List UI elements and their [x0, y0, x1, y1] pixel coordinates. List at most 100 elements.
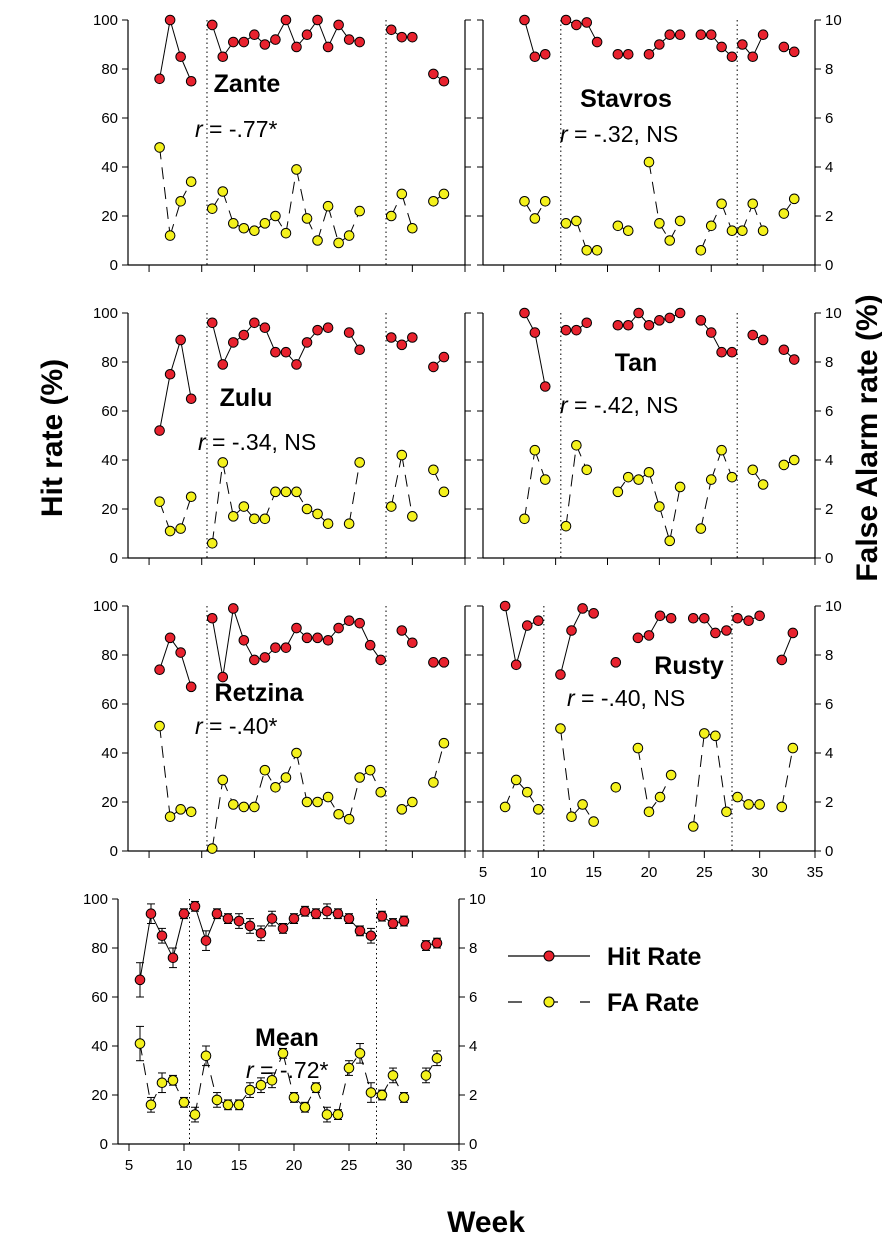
data-point-hit [270, 346, 281, 358]
data-point-fa [270, 486, 281, 498]
panel-title: Rusty [654, 652, 724, 680]
series-segment [211, 462, 224, 544]
data-point-hit [396, 339, 408, 351]
data-point-fa [280, 486, 292, 498]
data-point-hit [737, 39, 748, 50]
series-fa [519, 156, 800, 256]
y2-tick-label: 2 [825, 208, 833, 225]
data-point-hit [747, 329, 759, 341]
y-axis-label-right: False Alarm rate (%) [851, 294, 882, 581]
data-point-fa [643, 156, 655, 168]
y-tick-label: 0 [110, 843, 118, 860]
data-point-hit [385, 24, 397, 36]
data-point-fa [354, 457, 365, 468]
data-point-hit [291, 359, 302, 370]
data-point-fa [301, 213, 313, 224]
y2-tick-label: 0 [825, 257, 833, 274]
data-point-fa [664, 535, 676, 547]
data-point-fa [778, 208, 790, 219]
series-segment [285, 169, 297, 234]
data-point-hit [322, 41, 334, 53]
series-segment [648, 472, 660, 507]
data-point-fa [398, 1092, 410, 1103]
series-segment [253, 770, 266, 808]
series-segment [232, 608, 245, 641]
data-point-hit [705, 29, 717, 41]
x-tick-label: 35 [807, 864, 824, 881]
series-segment [211, 779, 224, 849]
data-point-fa [710, 730, 721, 742]
data-point-fa [228, 218, 239, 229]
data-point-hit [185, 681, 197, 693]
data-point-hit [277, 923, 289, 934]
data-point-fa [249, 513, 260, 525]
data-point-hit [788, 46, 800, 58]
data-point-hit [591, 36, 603, 48]
data-point-hit [431, 937, 443, 949]
y-tick-label: 20 [101, 208, 118, 225]
panel-mean: 0 0 20 2 40 4 60 6 80 8 100 10 5 10 15 20 25 30 35 Mean r = … [83, 891, 486, 1174]
series-segment [211, 24, 224, 57]
data-point-hit [255, 928, 267, 939]
data-point-fa [185, 491, 197, 503]
series-fa [519, 440, 800, 547]
data-point-hit [396, 31, 408, 43]
data-point-fa [228, 511, 239, 522]
data-point-fa [255, 1079, 267, 1091]
legend-fa-marker [543, 996, 555, 1008]
data-point-fa [312, 796, 323, 808]
data-point-hit [280, 346, 292, 358]
data-point-hit [364, 639, 376, 651]
series-segment [327, 206, 340, 244]
y-tick-label: 80 [91, 940, 108, 957]
data-point-fa [726, 225, 738, 236]
data-point-fa [396, 188, 408, 200]
legend-fa-label: FA Rate [607, 989, 699, 1017]
y-tick-label: 60 [101, 403, 118, 420]
data-point-hit [757, 29, 769, 41]
y-tick-label: 80 [101, 647, 118, 664]
data-point-fa [322, 791, 334, 803]
data-point-fa [217, 457, 229, 468]
data-point-hit [178, 908, 190, 920]
series-segment [222, 462, 234, 517]
data-point-hit [396, 625, 408, 636]
data-point-fa [376, 1089, 388, 1101]
data-point-fa [222, 1099, 234, 1111]
series-segment [337, 1067, 350, 1115]
data-point-fa [529, 213, 541, 224]
y-tick-label: 40 [101, 452, 118, 469]
y-tick-label: 100 [93, 12, 118, 29]
data-point-fa [280, 227, 292, 239]
data-point-hit [154, 73, 165, 85]
data-point-fa [743, 799, 754, 810]
data-point-fa [788, 454, 800, 466]
data-point-hit [249, 317, 260, 329]
data-point-hit [674, 29, 686, 41]
data-point-hit [189, 901, 201, 912]
data-point-hit [407, 637, 418, 649]
data-point-fa [787, 742, 799, 754]
y-tick-label: 100 [93, 305, 118, 322]
data-point-hit [438, 657, 450, 668]
data-point-fa [233, 1099, 245, 1111]
series-segment [515, 625, 528, 665]
data-point-hit [301, 632, 313, 644]
data-point-fa [164, 525, 176, 537]
data-point-fa [757, 479, 769, 490]
data-point-fa [674, 481, 686, 493]
correlation-label: r = -.72* [246, 1057, 329, 1083]
data-point-fa [259, 513, 271, 525]
data-point-fa [776, 801, 788, 813]
data-point-fa [228, 799, 239, 810]
series-segment [180, 339, 192, 399]
y2-tick-label: 6 [825, 403, 833, 420]
series-segment [658, 506, 671, 541]
y-tick-label: 0 [110, 550, 118, 567]
series-segment [348, 777, 361, 820]
panel-title: Stavros [580, 85, 672, 113]
x-tick-label: 5 [479, 864, 487, 881]
data-point-fa [732, 791, 743, 803]
series-segment [504, 605, 517, 665]
data-point-fa [510, 774, 522, 786]
